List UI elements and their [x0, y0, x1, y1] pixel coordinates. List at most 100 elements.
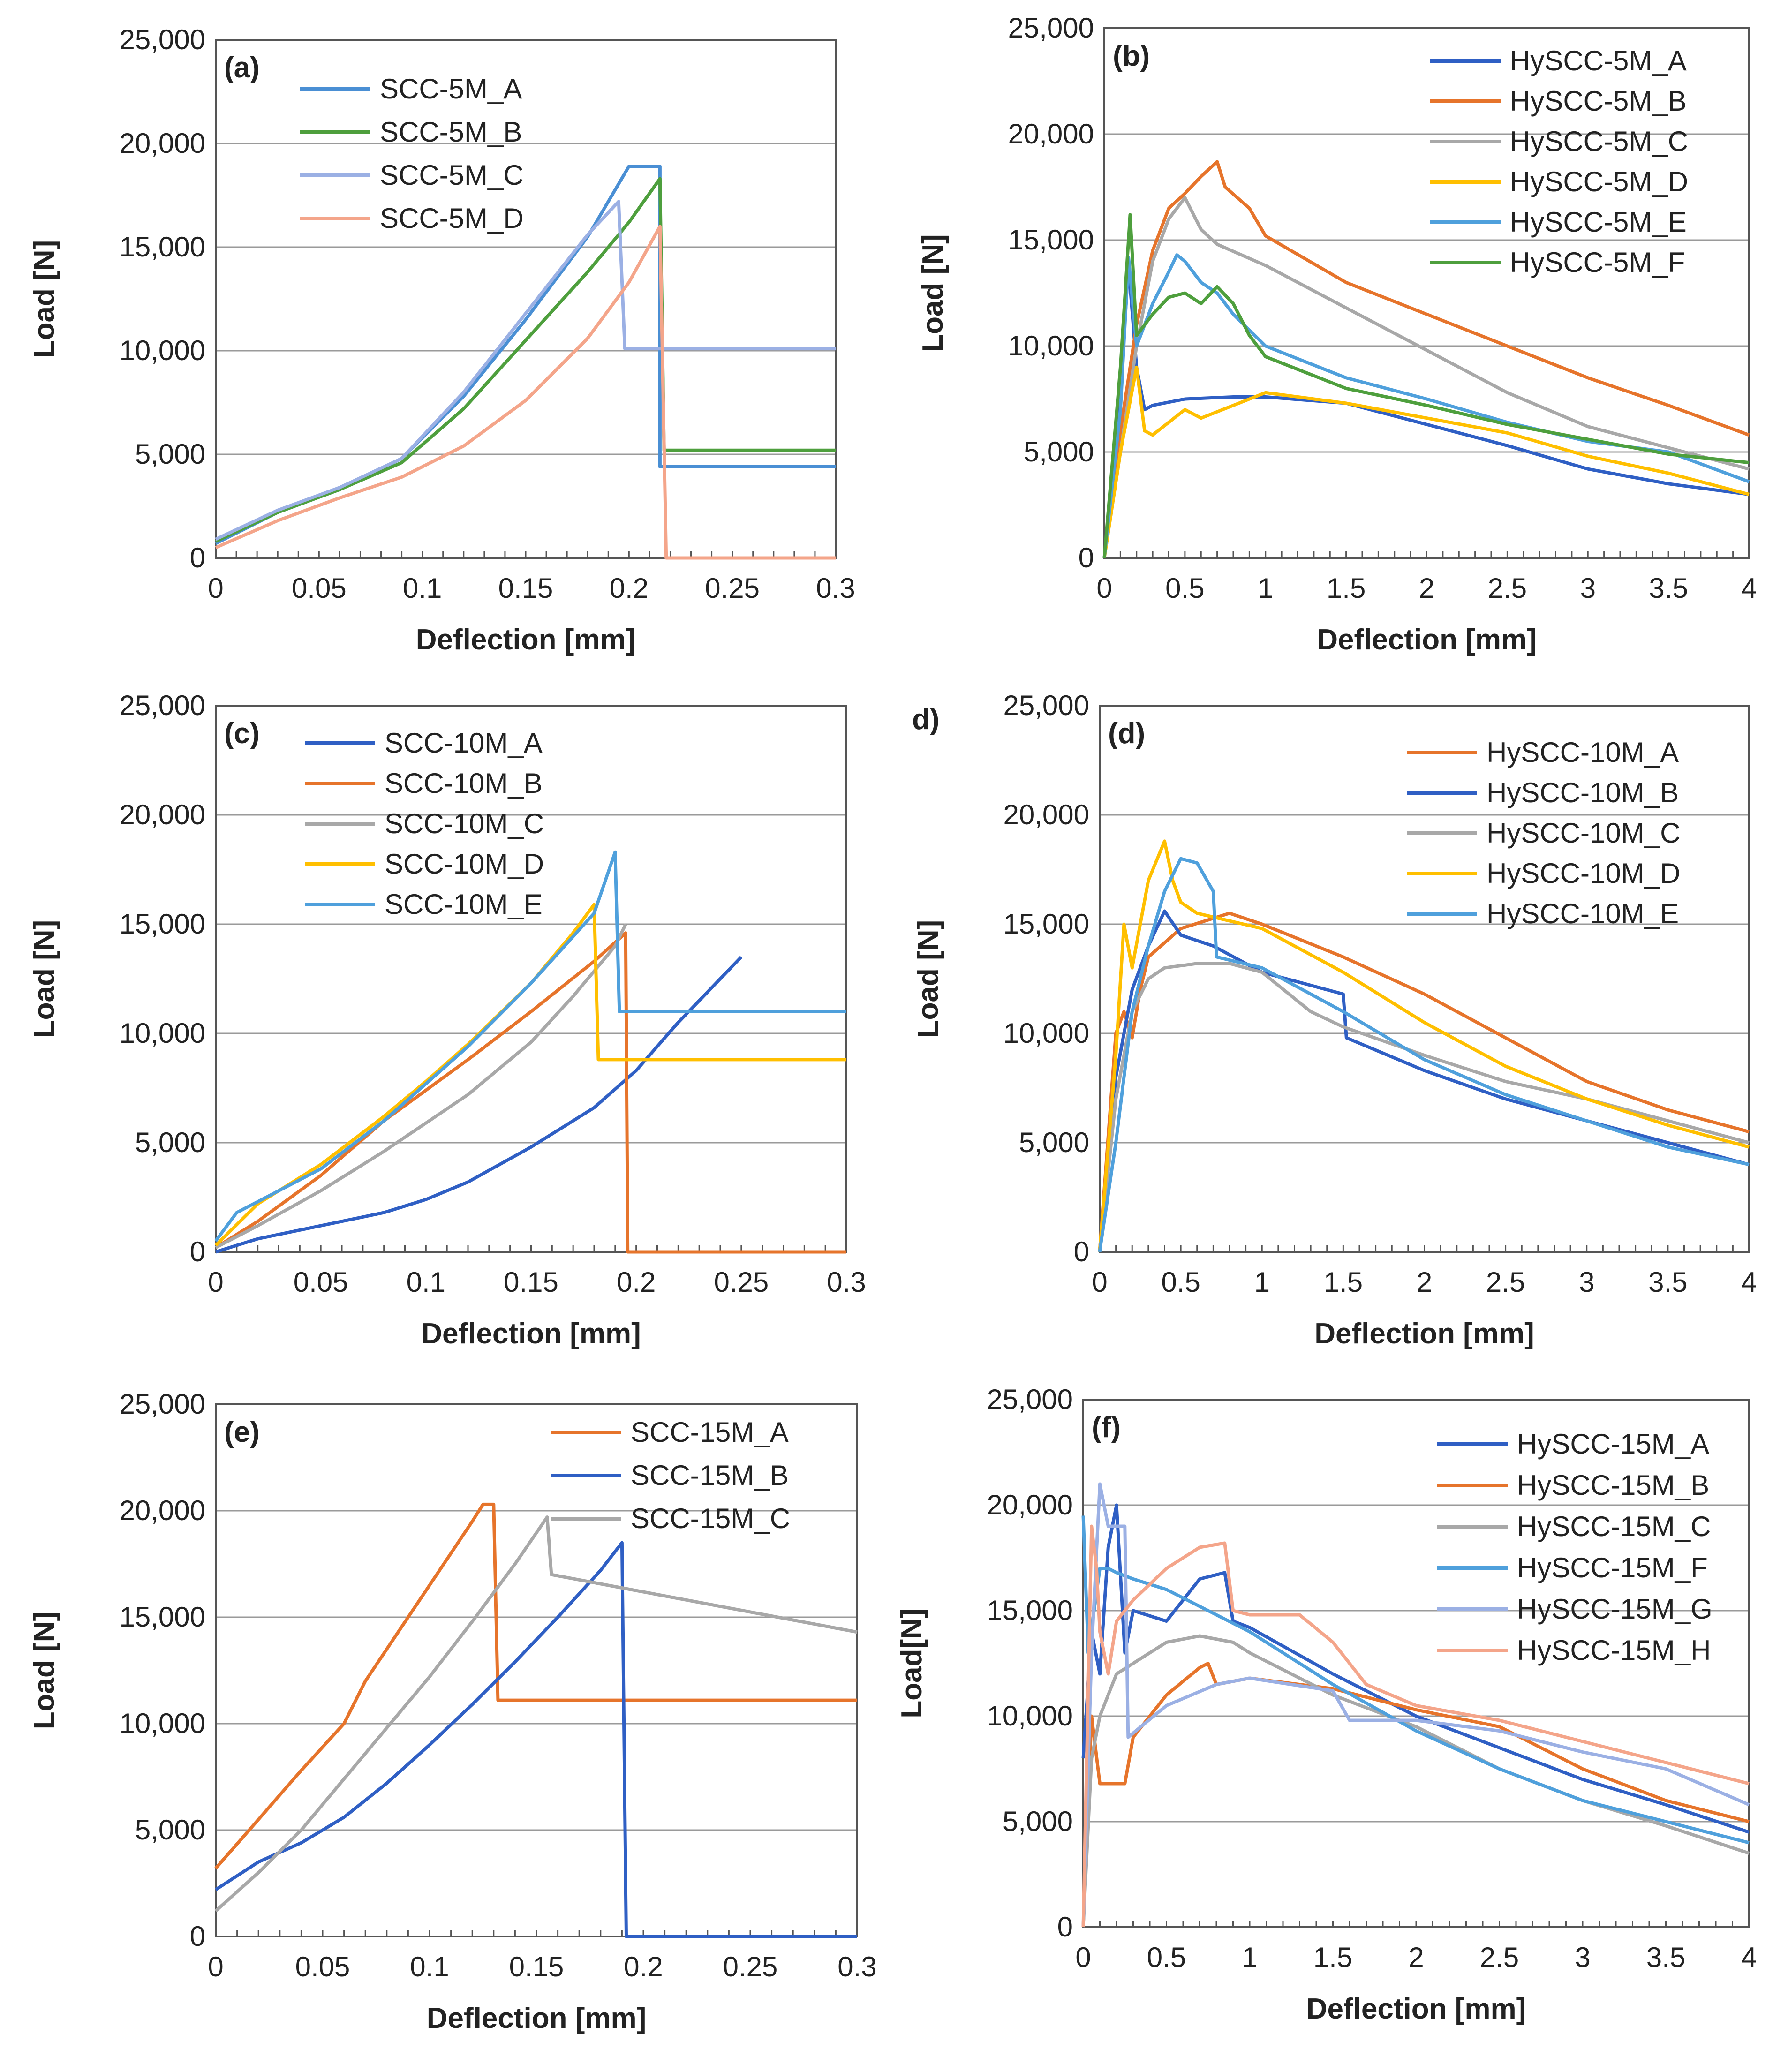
- legend-entry: HySCC-15M_C: [1517, 1511, 1711, 1542]
- x-tick-label: 0.05: [292, 573, 347, 604]
- legend: SCC-15M_A SCC-15M_B SCC-15M_C: [551, 1416, 790, 1534]
- chart-panel-d: 0 5,000 10,000 15,000 20,000 25,000 0 0.5 1 1.5 2 2…: [912, 690, 1757, 1350]
- series-line-SCC-5M_D: [215, 225, 836, 560]
- x-axis-title: Deflection [mm]: [1317, 624, 1536, 656]
- x-tick-label: 4: [1741, 573, 1757, 604]
- x-tick-label: 4: [1741, 1942, 1757, 1973]
- x-tick-label: 0.25: [705, 573, 760, 604]
- y-tick-label: 25,000: [119, 24, 205, 55]
- y-tick-label: 5,000: [135, 1127, 205, 1158]
- x-tick-label: 0: [1092, 1266, 1107, 1298]
- x-tick-label: 0.25: [723, 1951, 778, 1982]
- series-line-HySCC-5M_B: [1102, 160, 1750, 558]
- x-tick-label: 0: [1096, 573, 1112, 604]
- y-tick-label: 20,000: [1003, 799, 1089, 830]
- y-axis-title: Load [N]: [28, 1612, 60, 1729]
- y-tick-label: 5,000: [1003, 1806, 1073, 1837]
- x-tick-label: 0.2: [624, 1951, 663, 1982]
- legend-entry: HySCC-10M_B: [1486, 777, 1679, 808]
- y-tick-label: 10,000: [119, 1017, 205, 1049]
- stray-panel-label: d): [912, 703, 940, 736]
- legend: SCC-5M_A SCC-5M_B SCC-5M_C SCC-5M_D: [300, 73, 524, 234]
- x-tick-label: 0.5: [1147, 1942, 1186, 1973]
- series-line-SCC-15M_B: [215, 1541, 857, 1938]
- x-tick-label: 0.3: [816, 573, 855, 604]
- x-tick-label: 4: [1741, 1266, 1757, 1298]
- y-tick-label: 25,000: [987, 1384, 1073, 1415]
- x-tick-label: 0.05: [295, 1951, 350, 1982]
- y-tick-label: 10,000: [119, 1708, 205, 1739]
- panel-label: (f): [1092, 1411, 1121, 1444]
- x-tick-label: 0: [208, 1266, 223, 1298]
- x-tick-label: 0.15: [509, 1951, 564, 1982]
- legend-entry: HySCC-10M_D: [1486, 858, 1680, 889]
- x-tick-label: 0.05: [294, 1266, 348, 1298]
- y-axis-title: Load [N]: [28, 240, 60, 358]
- series-line-SCC-5M_C: [215, 200, 836, 541]
- y-axis-title: Load [N]: [912, 920, 944, 1038]
- legend-entry: SCC-10M_A: [385, 727, 543, 759]
- y-tick-label: 25,000: [1008, 12, 1094, 44]
- y-tick-label: 15,000: [1008, 224, 1094, 256]
- legend-entry: SCC-10M_C: [385, 808, 544, 839]
- legend-entry: HySCC-5M_C: [1510, 126, 1688, 157]
- series-line-HySCC-15M_G: [1081, 1482, 1750, 1928]
- y-tick-label: 25,000: [119, 1388, 205, 1420]
- legend-entry: HySCC-10M_A: [1486, 737, 1679, 768]
- panel-label: (b): [1113, 40, 1150, 72]
- x-tick-label: 0: [1075, 1942, 1091, 1973]
- y-tick-label: 0: [1074, 1236, 1089, 1267]
- y-tick-label: 0: [190, 1236, 205, 1267]
- legend-entry: HySCC-15M_F: [1517, 1552, 1708, 1583]
- legend-entry: HySCC-10M_C: [1486, 817, 1680, 849]
- y-tick-label: 10,000: [119, 335, 205, 366]
- legend: HySCC-15M_A HySCC-15M_B HySCC-15M_C HySCC-1…: [1437, 1428, 1713, 1666]
- legend-entry: SCC-5M_D: [380, 203, 524, 234]
- x-tick-label: 2: [1419, 573, 1434, 604]
- x-tick-label: 0: [208, 1951, 223, 1982]
- panel-label: (c): [224, 717, 260, 750]
- y-axis-title: Load [N]: [28, 920, 60, 1038]
- y-tick-label: 15,000: [1003, 908, 1089, 940]
- series-line-SCC-15M_C: [214, 1515, 858, 1913]
- legend-entry: HySCC-5M_E: [1510, 206, 1687, 238]
- series-line-HySCC-10M_C: [1098, 962, 1750, 1252]
- series-line-HySCC-15M_B: [1081, 1662, 1750, 1928]
- x-axis-title: Deflection [mm]: [421, 1318, 641, 1350]
- x-tick-label: 2.5: [1486, 1266, 1525, 1298]
- x-tick-label: 2.5: [1488, 573, 1527, 604]
- series-line-HySCC-10M_D: [1098, 839, 1750, 1252]
- legend-entry: HySCC-15M_G: [1517, 1593, 1713, 1625]
- x-tick-label: 0.1: [403, 573, 442, 604]
- series-line-SCC-10M_E: [214, 850, 846, 1242]
- y-tick-label: 20,000: [119, 799, 205, 830]
- y-tick-label: 5,000: [1024, 436, 1094, 467]
- chart-panel-e: 0 5,000 10,000 15,000 20,000 25,000 0 0.05 0.1 0.…: [28, 1388, 877, 2034]
- legend-entry: SCC-10M_B: [385, 768, 543, 799]
- x-axis-title: Deflection [mm]: [427, 2002, 646, 2034]
- legend-entry: HySCC-15M_A: [1517, 1428, 1709, 1460]
- x-tick-label: 0: [208, 573, 223, 604]
- series-line-SCC-15M_A: [214, 1502, 857, 1870]
- chart-panel-b: 0 5,000 10,000 15,000 20,000 25,000 0 0.5 1 1.5 2 2…: [917, 12, 1757, 656]
- x-tick-label: 3: [1575, 1942, 1590, 1973]
- panel-label: (e): [224, 1416, 260, 1448]
- legend-entry: HySCC-5M_A: [1510, 45, 1687, 76]
- x-tick-label: 1: [1242, 1942, 1257, 1973]
- chart-panel-f: 0 5,000 10,000 15,000 20,000 25,000 0 0.5 1 1.5 2 2…: [896, 1384, 1757, 2025]
- legend-entry: HySCC-5M_F: [1510, 247, 1685, 278]
- series-line-HySCC-15M_H: [1081, 1524, 1750, 1928]
- x-tick-label: 3.5: [1646, 1942, 1685, 1973]
- series-line-SCC-10M_A: [215, 956, 743, 1254]
- legend-entry: SCC-15M_A: [631, 1416, 789, 1448]
- legend-entry: HySCC-15M_H: [1517, 1635, 1711, 1666]
- y-tick-label: 15,000: [119, 1601, 205, 1633]
- x-tick-label: 0.1: [407, 1266, 445, 1298]
- panel-label: (d): [1108, 717, 1145, 750]
- legend-entry: SCC-5M_A: [380, 73, 522, 105]
- x-tick-label: 0.3: [837, 1951, 876, 1982]
- x-tick-label: 2.5: [1480, 1942, 1519, 1973]
